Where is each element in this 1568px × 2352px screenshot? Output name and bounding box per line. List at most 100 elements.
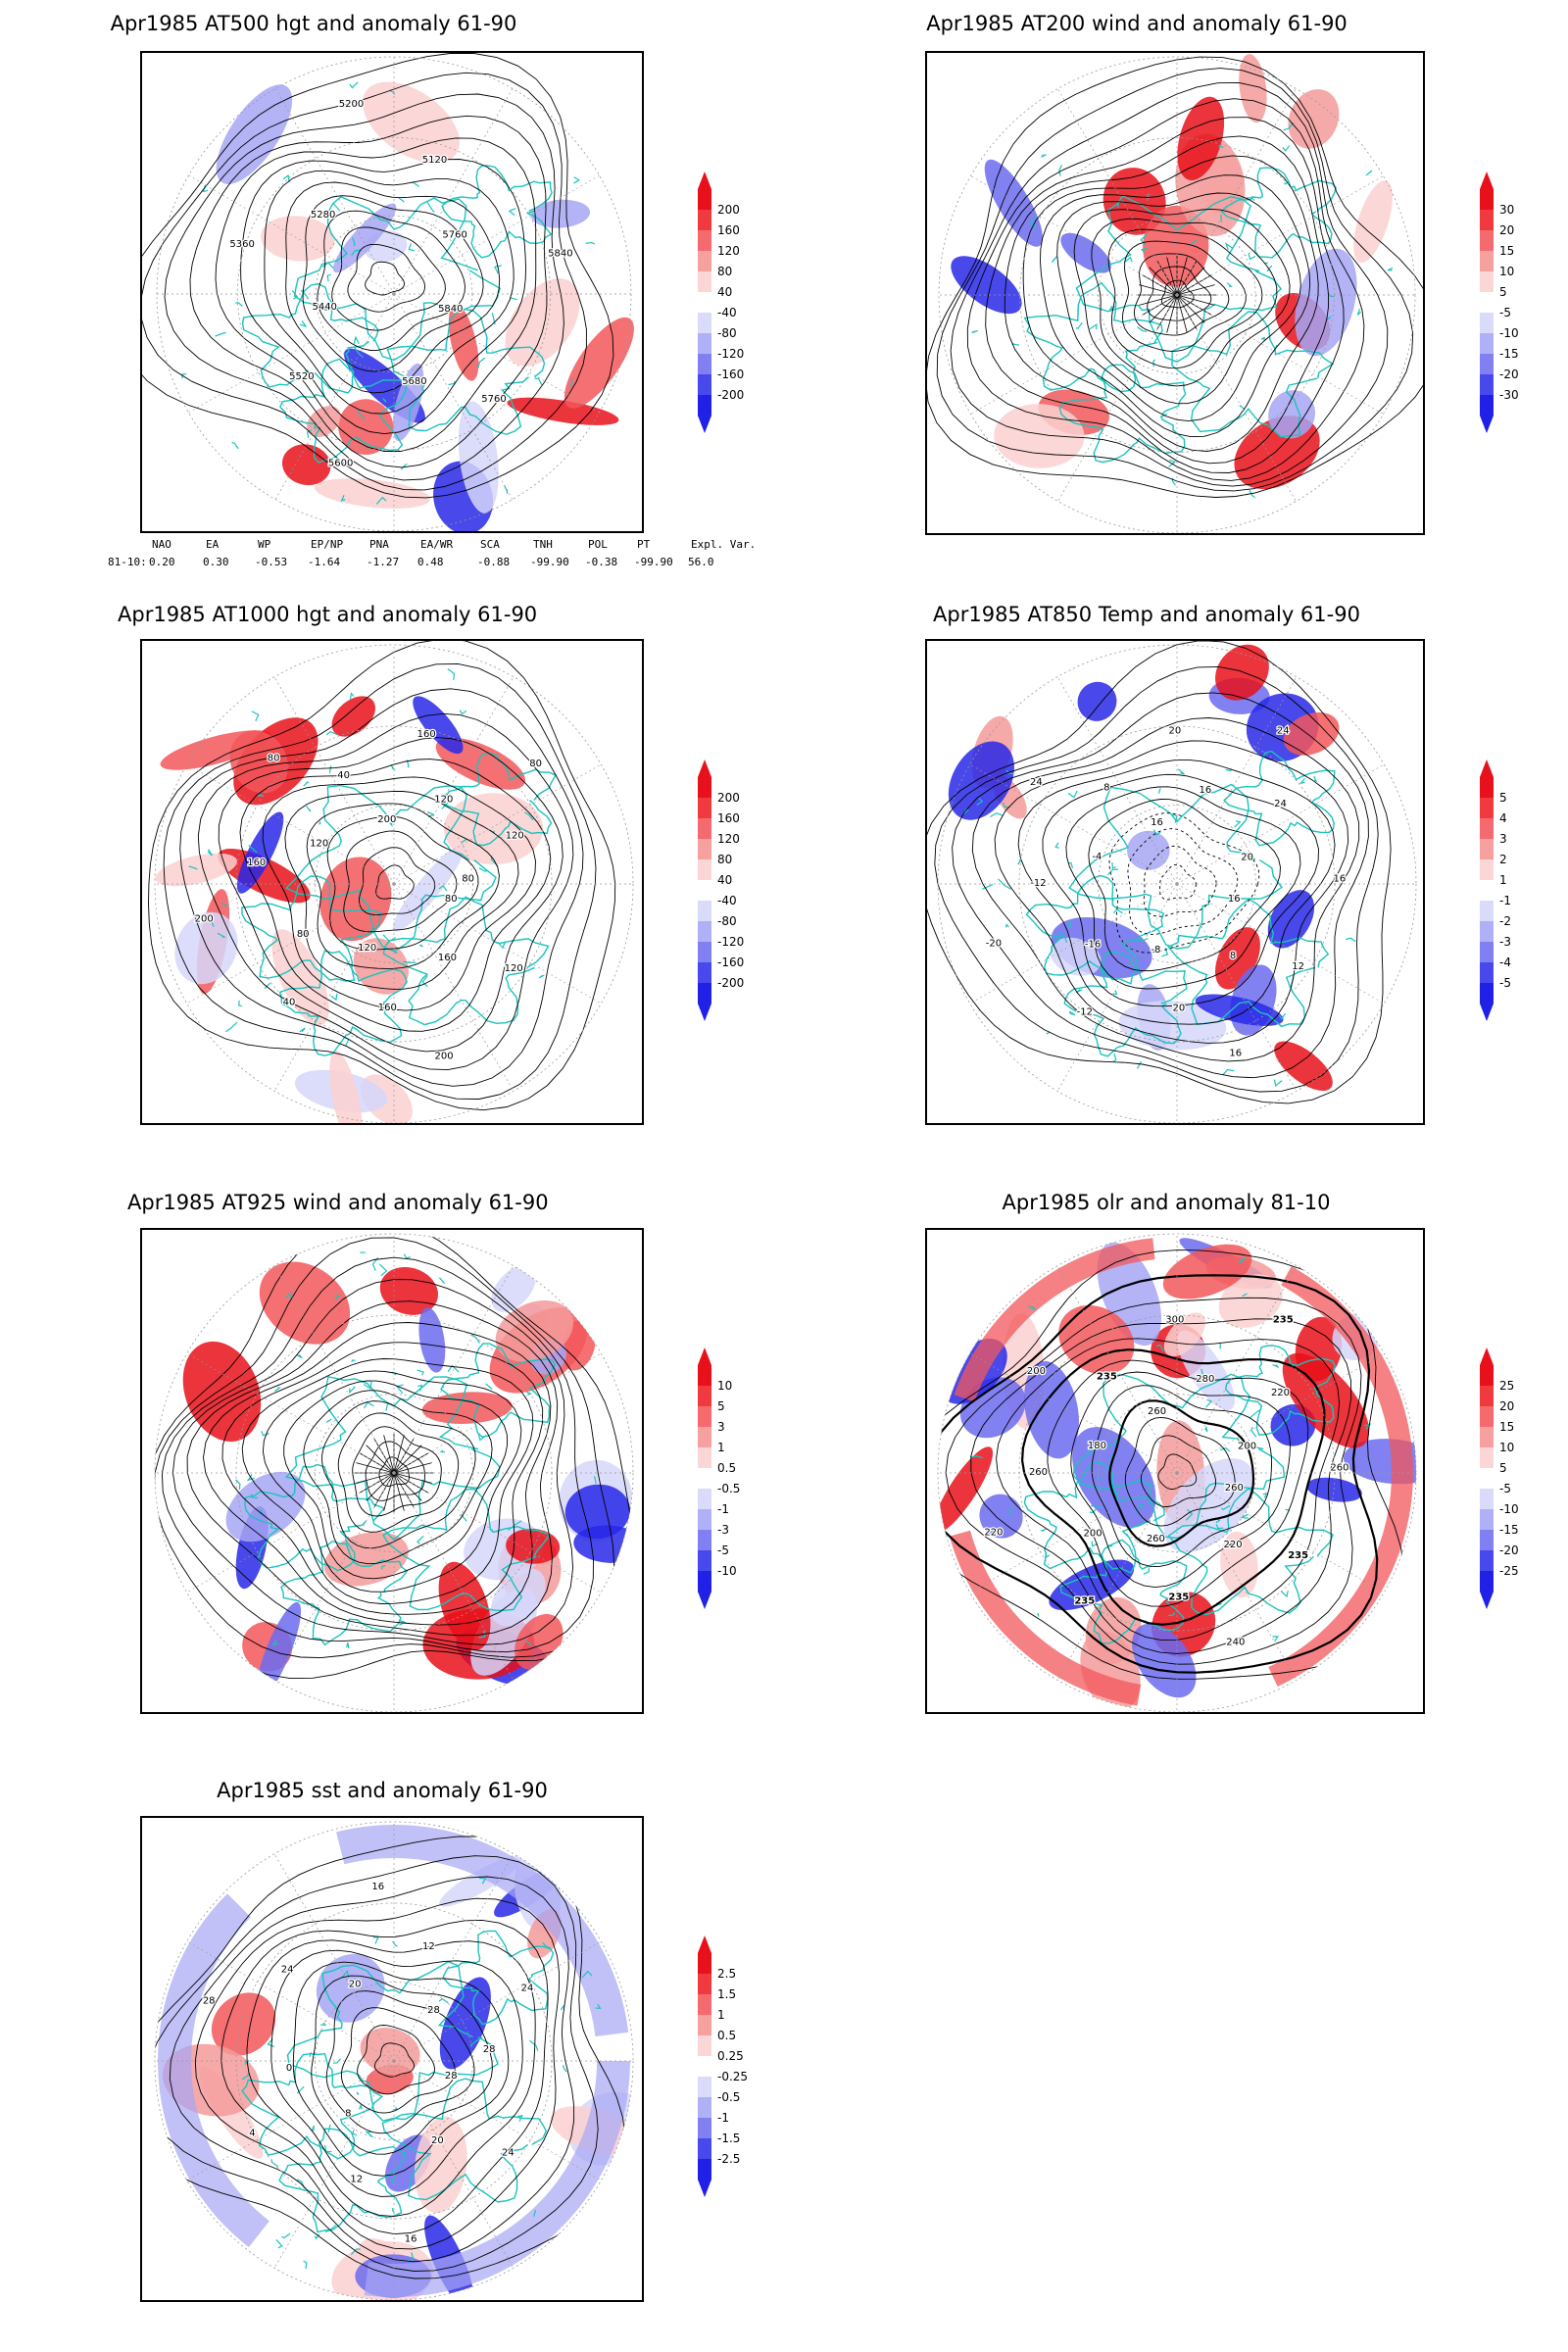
contour-label: 40 <box>337 770 350 781</box>
coastline <box>998 878 1011 890</box>
coastline <box>391 948 398 955</box>
streamline <box>1091 218 1278 387</box>
colorbar-tick-label: 160 <box>717 811 740 825</box>
contour-label: -8 <box>1151 945 1160 956</box>
coastline <box>1057 932 1068 943</box>
colorbar-tick-label: 5 <box>1499 791 1507 805</box>
streamline <box>1121 240 1247 352</box>
coastline <box>246 1474 255 1482</box>
coastline <box>215 331 226 337</box>
colorbar-segment <box>1480 189 1494 210</box>
contour-line <box>292 1961 510 2177</box>
colorbar-segment <box>698 818 711 839</box>
streamline <box>356 1472 395 1484</box>
anomaly-shading <box>507 397 619 425</box>
latitude-circle <box>938 56 1416 533</box>
contour-label: -12 <box>1030 878 1046 889</box>
coastline <box>346 363 352 368</box>
streamline <box>1139 294 1178 306</box>
coastline <box>408 243 416 252</box>
coastline <box>1138 1502 1145 1507</box>
coastline <box>398 197 405 203</box>
colorbar-tick-label: 1 <box>1499 873 1507 887</box>
coastline <box>351 1359 356 1363</box>
index-table-header: PNA <box>369 538 389 551</box>
coastline <box>334 1295 341 1300</box>
coastline <box>1280 1591 1289 1598</box>
colorbar-tick-label: 5 <box>717 1399 725 1413</box>
coastline <box>971 329 978 334</box>
anomaly-shading <box>951 256 1022 315</box>
colorbar-segment <box>1480 798 1494 818</box>
anomaly-shading <box>329 1050 364 1123</box>
contour-line <box>197 712 574 1071</box>
coastline <box>1224 1345 1336 1436</box>
coastline <box>1238 1256 1247 1264</box>
coastline <box>270 2159 279 2168</box>
streamline <box>985 117 1345 473</box>
contour-label: 120 <box>434 795 453 806</box>
contour-label: 28 <box>445 2071 458 2082</box>
coastline <box>359 2103 363 2110</box>
contour-label: 220 <box>1223 1540 1242 1550</box>
anomaly-shading <box>1127 830 1170 870</box>
colorbar-segment <box>1480 921 1494 942</box>
colorbar-segment <box>1480 395 1494 416</box>
colorbar-segment <box>698 1550 711 1571</box>
polar-map: 28 24 20 16 12 8 4 0 28 24 20 16 12 28 24 28 <box>140 1816 644 2302</box>
coastline <box>296 1353 303 1359</box>
coastline <box>421 975 428 988</box>
coastline <box>1100 377 1108 385</box>
coastline <box>1177 768 1185 775</box>
contour-label: 80 <box>268 753 280 763</box>
contour-label: 12 <box>350 2175 363 2185</box>
colorbar-arrow-bottom <box>1480 1592 1494 1609</box>
anomaly-shading <box>1218 1274 1283 1328</box>
coastline <box>341 1970 350 1979</box>
contour-label: 24 <box>502 2148 514 2159</box>
contour-label: 8 <box>1230 951 1236 961</box>
contour-line <box>285 181 501 394</box>
colorbar-segment <box>698 354 711 374</box>
anomaly-shading <box>1353 180 1393 264</box>
coastline <box>460 1513 467 1522</box>
coastline <box>477 1434 487 1442</box>
colorbar-segment <box>1480 942 1494 962</box>
colorbar-segment <box>698 1447 711 1468</box>
coastline <box>1025 874 1165 985</box>
coastline <box>381 2078 548 2203</box>
contour-label: -4 <box>1092 852 1102 862</box>
index-table-header: NAO <box>152 538 172 551</box>
coastline <box>391 2175 396 2184</box>
colorbar-tick-label: -0.5 <box>717 2090 740 2104</box>
colorbar-segment <box>1480 1386 1494 1406</box>
colorbar: 30 20 15 10 5 -5 -10 -15 -20 -30 <box>1480 172 1519 433</box>
longitude-line <box>393 2060 602 2181</box>
anomaly-shading <box>332 203 397 273</box>
colorbar-segment <box>698 1994 711 2015</box>
coastline <box>296 2085 305 2094</box>
colorbar-tick-label: 25 <box>1499 1379 1514 1393</box>
longitude-line <box>1056 883 1178 1092</box>
colorbar-tick-label: 40 <box>717 873 732 887</box>
anomaly-shading <box>1143 205 1209 287</box>
anomaly-shading <box>421 1392 513 1424</box>
colorbar-segment <box>698 1953 711 1974</box>
colorbar-tick-label: 4 <box>1499 811 1507 825</box>
colorbar-tick-label: 80 <box>717 853 732 866</box>
polar-map: 16 12 8 16 20 -8 -12 -16 -20 -12 -4 24 8 16 20 16 24 24 20… <box>925 639 1425 1125</box>
streamline <box>383 1435 395 1474</box>
coastline <box>235 302 243 307</box>
contour-label: 20 <box>1168 725 1181 736</box>
coastline <box>382 896 550 1026</box>
contour-line <box>938 1274 1379 1674</box>
coastline <box>231 441 239 450</box>
coastline <box>279 358 408 464</box>
contour-line <box>246 1939 536 2218</box>
colorbar-segment <box>1480 839 1494 859</box>
index-table-header: SCA <box>480 538 500 551</box>
contour-label: 5680 <box>402 376 426 387</box>
longitude-line <box>274 293 395 500</box>
coastline <box>1240 1513 1249 1519</box>
colorbar-segment <box>1480 1468 1494 1489</box>
